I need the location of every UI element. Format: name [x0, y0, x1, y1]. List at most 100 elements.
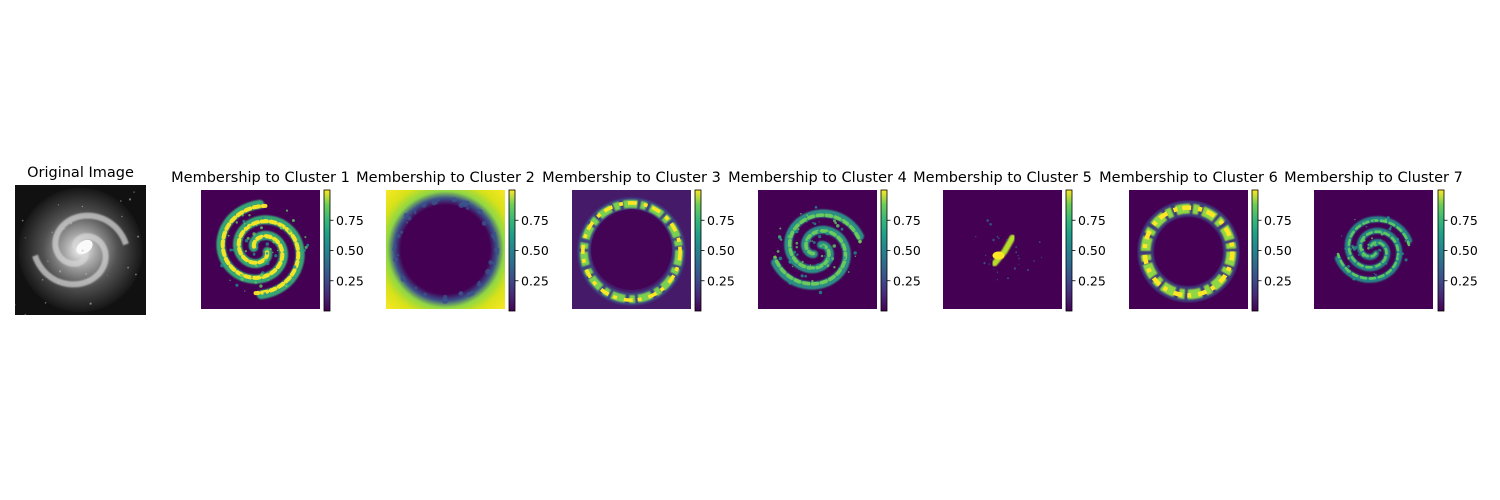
edge-speckle	[488, 260, 494, 265]
speckle	[998, 237, 1000, 240]
colorbar-tick-label: 0.25	[1450, 273, 1478, 288]
colorbar-tick-label: 0.75	[1078, 213, 1106, 228]
galaxy-core	[76, 239, 93, 255]
speckle	[1349, 236, 1351, 238]
speckle	[250, 276, 253, 279]
core-bar	[991, 234, 1016, 267]
speckle	[986, 219, 989, 222]
speckle	[1018, 257, 1020, 260]
speckle	[1388, 227, 1392, 231]
speckle	[840, 227, 844, 231]
edge-speckle	[496, 251, 500, 255]
star	[127, 266, 129, 269]
speckle	[800, 213, 802, 215]
speckle	[1380, 232, 1384, 236]
panel-title: Membership to Cluster 3	[542, 170, 721, 186]
speckle	[1372, 256, 1374, 258]
speckle	[1373, 243, 1377, 247]
speckle	[985, 254, 987, 256]
panel-cluster-7: Membership to Cluster 7 0.25 0.50 0.75	[1284, 170, 1478, 312]
speckle	[811, 240, 813, 242]
speckle	[1372, 220, 1376, 223]
speckle	[1371, 237, 1373, 240]
speckle	[1397, 254, 1402, 259]
edge-speckle	[397, 254, 400, 257]
speckle	[788, 281, 792, 285]
speckle	[240, 277, 244, 281]
speckle	[817, 230, 820, 233]
speckle	[244, 224, 248, 227]
star	[44, 302, 47, 304]
colorbar-gradient	[880, 189, 888, 312]
edge-speckle	[487, 219, 490, 223]
speckle	[813, 222, 817, 226]
panel-title: Membership to Cluster 5	[913, 170, 1092, 186]
speckle	[840, 246, 843, 248]
edge-speckle	[413, 210, 417, 213]
colorbar-tick-label: 0.25	[1264, 273, 1292, 288]
speckle	[263, 292, 267, 296]
colorbar-tick-label: 0.75	[707, 213, 735, 228]
edge-speckle	[451, 197, 457, 203]
speckle	[1404, 258, 1408, 262]
edge-speckle	[461, 200, 468, 206]
speckle	[272, 240, 276, 244]
speckle	[825, 246, 827, 248]
speckle	[993, 268, 995, 270]
colorbar-gradient	[508, 189, 516, 312]
speckle	[832, 244, 837, 248]
speckle	[787, 235, 791, 239]
speckle	[288, 229, 292, 233]
colorbar: 0.25 0.50 0.75	[508, 189, 549, 312]
speckle	[1026, 269, 1029, 271]
speckle	[1386, 216, 1390, 220]
speckle	[1361, 253, 1366, 257]
speckle	[266, 248, 269, 251]
spiral-arm-highlight	[1347, 219, 1411, 269]
speckle	[806, 214, 809, 217]
edge-speckle	[431, 199, 437, 206]
colorbar-gradient	[323, 189, 331, 312]
speckle	[796, 253, 799, 256]
colorbar-tick-label: 0.75	[1264, 213, 1292, 228]
colorbar: 0.25 0.50 0.75	[1437, 189, 1478, 312]
speckle	[819, 241, 823, 246]
colorbar-tick-label: 0.25	[893, 273, 921, 288]
star	[135, 273, 137, 276]
speckle	[841, 220, 844, 223]
speckle	[811, 280, 814, 283]
speckle	[1346, 270, 1349, 273]
speckle	[243, 222, 246, 225]
speckle	[812, 221, 814, 224]
speckle	[996, 235, 999, 238]
speckle	[285, 284, 288, 288]
speckle	[793, 250, 797, 254]
speckle	[831, 257, 835, 260]
speckle	[302, 254, 305, 256]
speckle	[265, 242, 269, 246]
edge-speckle	[494, 247, 500, 253]
colorbar: 0.25 0.50 0.75	[694, 189, 735, 312]
speckle	[975, 236, 977, 238]
speckle	[255, 224, 258, 227]
colorbar-tick-label: 0.75	[336, 213, 364, 228]
speckle	[821, 245, 825, 249]
speckle	[304, 245, 308, 249]
speckle	[1379, 239, 1382, 242]
speckle	[244, 250, 247, 253]
edge-speckle	[492, 235, 497, 240]
colorbar-tick-label: 0.50	[521, 243, 549, 258]
panel-title: Membership to Cluster 6	[1099, 170, 1278, 186]
galaxy-arm	[52, 212, 129, 267]
speckle	[304, 236, 307, 239]
star	[137, 235, 140, 238]
speckle	[988, 263, 991, 265]
speckle	[992, 238, 995, 242]
colorbar-tick-label: 0.75	[1450, 213, 1478, 228]
speckle	[833, 266, 836, 269]
speckle	[287, 281, 291, 285]
speckle	[989, 223, 992, 226]
speckle	[293, 277, 296, 279]
speckle	[778, 256, 783, 261]
edge-speckle	[436, 197, 440, 202]
